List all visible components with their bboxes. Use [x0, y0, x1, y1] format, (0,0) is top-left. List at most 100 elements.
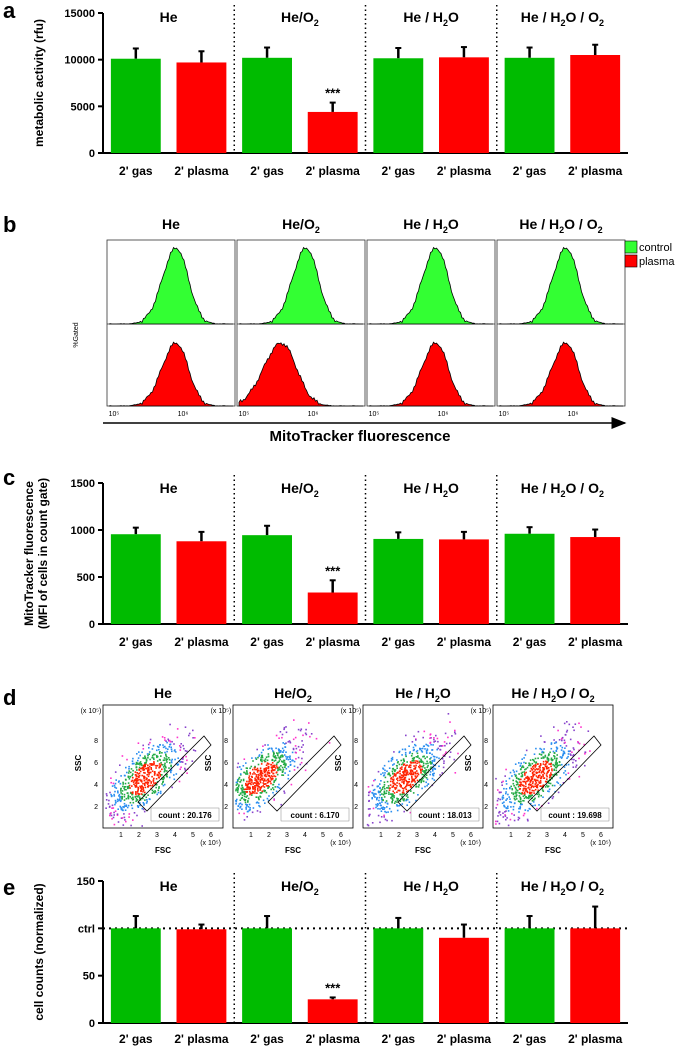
scatter-point: [120, 790, 122, 792]
scatter-x-tick: 5: [321, 832, 325, 839]
scatter-point: [534, 785, 536, 787]
scatter-point: [525, 776, 527, 779]
scatter-point: [254, 768, 256, 771]
scatter-point: [519, 807, 521, 810]
scatter-point: [159, 744, 161, 746]
scatter-point: [431, 753, 433, 756]
scatter-point: [533, 764, 535, 767]
scatter-point: [241, 791, 244, 794]
scatter-point: [246, 791, 248, 793]
scatter-point: [522, 795, 525, 797]
scatter-point: [273, 765, 276, 767]
scatter-point: [256, 771, 259, 773]
scatter-point: [400, 786, 402, 788]
scatter-point: [504, 811, 506, 813]
scatter-point: [142, 797, 144, 800]
condition-label: He / H2O: [395, 685, 451, 704]
scatter-point: [159, 751, 161, 753]
scatter-point: [246, 771, 248, 773]
scatter-point: [422, 755, 425, 758]
scatter-point: [528, 778, 531, 780]
scatter-point: [553, 757, 556, 760]
scatter-point: [501, 781, 503, 784]
histogram-control: [498, 246, 623, 325]
scatter-point: [391, 786, 393, 788]
scatter-point: [413, 735, 415, 738]
scatter-point: [388, 787, 391, 789]
scatter-point: [235, 800, 237, 802]
scatter-point: [523, 787, 525, 790]
scatter-point: [170, 771, 172, 774]
scatter-point: [272, 755, 275, 757]
scatter-point: [584, 751, 586, 753]
scatter-point: [159, 770, 162, 773]
scatter-point: [575, 760, 577, 762]
scatter-point: [503, 805, 506, 808]
scatter-point: [529, 779, 532, 782]
histogram-plasma: [498, 341, 623, 407]
scatter-point: [537, 768, 540, 770]
hist-xlabel: MitoTracker fluorescence: [270, 428, 451, 445]
scatter-point: [163, 768, 166, 770]
scatter-point: [404, 774, 407, 776]
scatter-point: [523, 761, 525, 764]
scatter-point: [540, 771, 543, 774]
x-category-label: 2' plasma: [306, 164, 361, 178]
scatter-point: [533, 770, 535, 773]
scatter-x-tick: 1: [249, 832, 253, 839]
scatter-point: [153, 762, 155, 765]
scatter-point: [147, 743, 150, 746]
scatter-point: [412, 759, 415, 761]
scatter-point: [523, 791, 526, 794]
scatter-point: [559, 784, 562, 786]
scatter-point: [260, 751, 263, 754]
scatter-point: [498, 812, 500, 814]
scatter-point: [388, 793, 390, 795]
scatter-point: [412, 780, 415, 782]
scatter-point: [121, 795, 123, 798]
scatter-point: [515, 792, 517, 795]
scatter-point: [411, 780, 413, 782]
scatter-point: [523, 771, 525, 773]
scatter-ylabel: SSC: [204, 755, 213, 772]
scatter-point: [505, 792, 507, 795]
scatter-point: [128, 785, 130, 788]
scatter-point: [118, 793, 121, 796]
scatter-point: [143, 771, 145, 774]
scatter-y-tick: 8: [224, 738, 228, 745]
scatter-point: [328, 742, 331, 744]
scatter-point: [168, 758, 171, 761]
scatter-point: [404, 751, 407, 754]
scatter-point: [383, 816, 385, 818]
scatter-point: [159, 792, 162, 795]
scatter-point: [398, 805, 400, 807]
scatter-point: [161, 752, 163, 754]
scatter-point: [133, 783, 135, 785]
y-axis-label: (MFI of cells in count gate): [36, 478, 50, 629]
scatter-point: [182, 744, 184, 747]
scatter-point: [129, 792, 132, 794]
scatter-point: [401, 748, 404, 751]
scatter-point: [274, 775, 277, 778]
scatter-point: [531, 778, 533, 780]
scatter-point: [179, 749, 182, 751]
scatter-point: [143, 793, 146, 796]
scatter-point: [421, 778, 423, 781]
scatter-point: [393, 773, 396, 775]
scatter-point: [391, 794, 393, 796]
scatter-point: [519, 785, 522, 787]
scatter-point: [399, 783, 402, 786]
scatter-point: [184, 769, 187, 771]
scatter-point: [134, 771, 137, 773]
scatter-point: [384, 776, 387, 779]
scatter-point: [426, 778, 429, 781]
hist-x-tick: 10⁵: [499, 411, 510, 418]
scatter-point: [569, 750, 572, 752]
scatter-point: [532, 767, 535, 770]
scatter-point: [537, 789, 540, 792]
scatter-point: [399, 800, 402, 802]
scatter-point: [556, 747, 559, 749]
scatter-point: [282, 742, 284, 744]
scatter-point: [377, 791, 380, 793]
scatter-point: [545, 760, 547, 763]
